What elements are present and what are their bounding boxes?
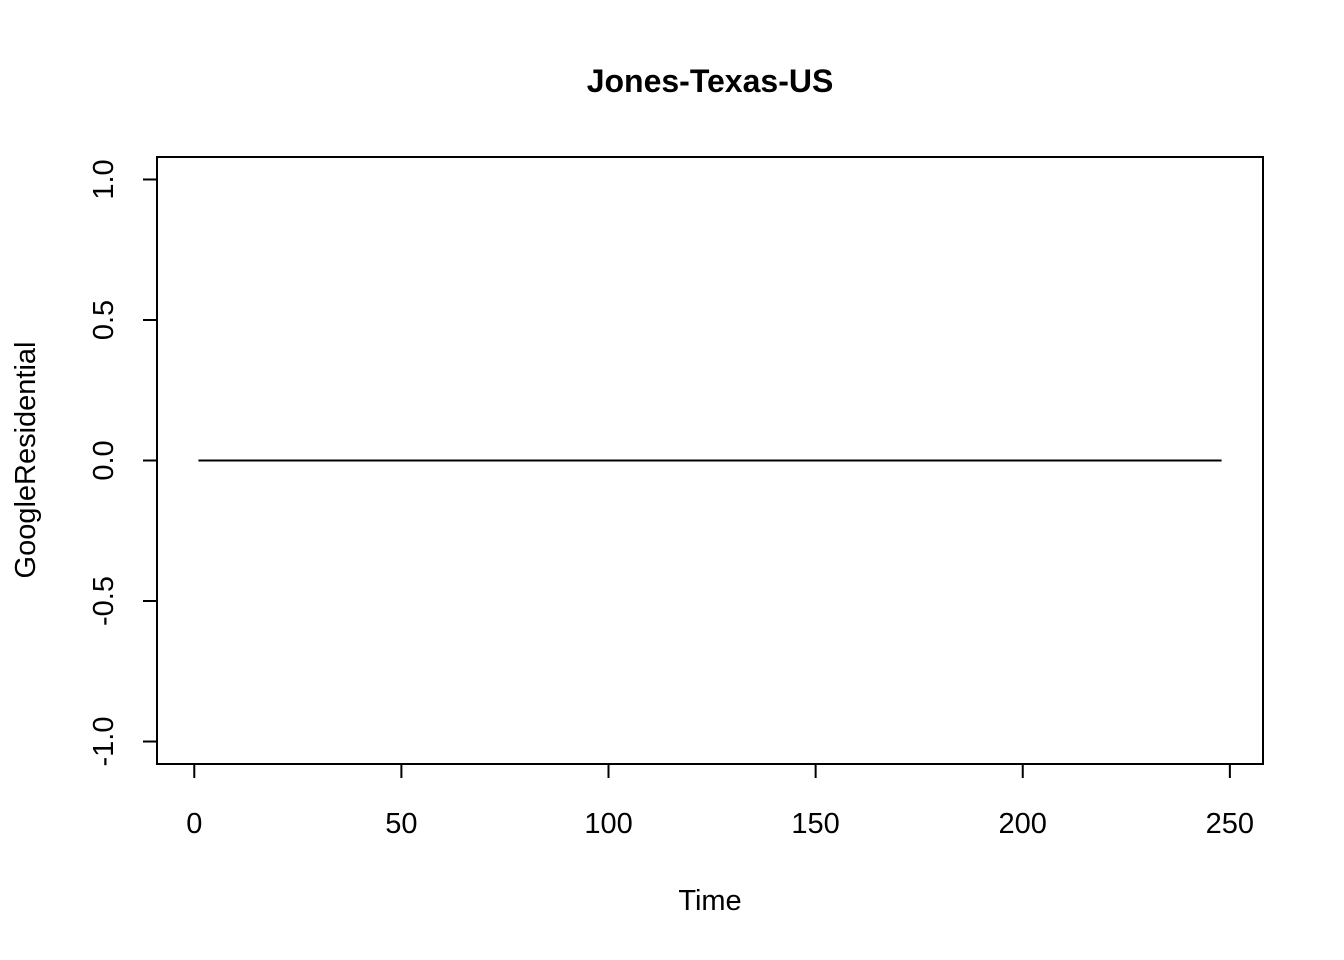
y-tick-label: 1.0 bbox=[88, 159, 120, 199]
x-tick-label: 0 bbox=[186, 808, 202, 840]
x-axis: 0 50 100 150 200 250 bbox=[186, 763, 1254, 840]
y-tick-label: 0.5 bbox=[88, 300, 120, 340]
y-tick-label: 0.0 bbox=[88, 440, 120, 480]
x-axis-label: Time bbox=[678, 885, 741, 917]
x-tick-label: 150 bbox=[791, 808, 839, 840]
x-tick-label: 250 bbox=[1206, 808, 1254, 840]
y-axis: -1.0 -0.5 0.0 0.5 1.0 bbox=[88, 159, 158, 767]
x-tick-label: 200 bbox=[999, 808, 1047, 840]
y-tick-label: -1.0 bbox=[88, 717, 120, 767]
chart-title: Jones-Texas-US bbox=[587, 63, 834, 99]
y-tick-label: -0.5 bbox=[88, 576, 120, 626]
x-tick-label: 100 bbox=[584, 808, 632, 840]
y-axis-label: GoogleResidential bbox=[10, 342, 42, 579]
x-tick-label: 50 bbox=[385, 808, 417, 840]
